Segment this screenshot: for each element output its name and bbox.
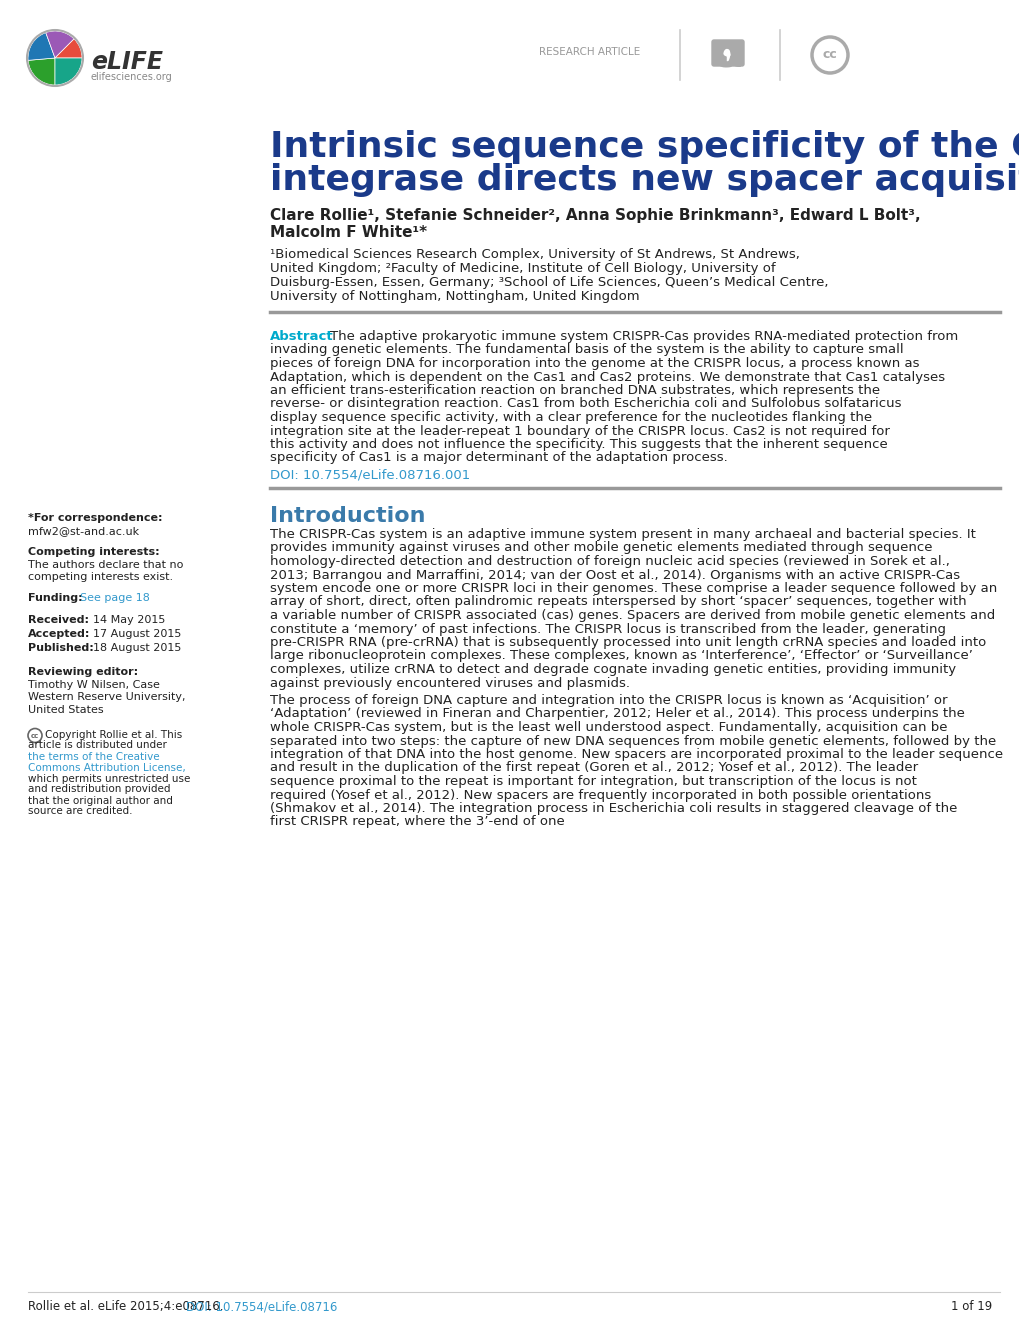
Text: invading genetic elements. The fundamental basis of the system is the ability to: invading genetic elements. The fundament… [270,343,903,356]
Circle shape [722,46,733,55]
Text: eLIFE: eLIFE [91,50,163,74]
Text: elifesciences.org: elifesciences.org [91,73,172,82]
Text: United Kingdom; ²Faculty of Medicine, Institute of Cell Biology, University of: United Kingdom; ²Faculty of Medicine, In… [270,261,774,275]
Text: competing interests exist.: competing interests exist. [28,573,173,582]
Text: article is distributed under: article is distributed under [28,741,167,751]
Text: Western Reserve University,: Western Reserve University, [28,693,185,702]
Text: Malcolm F White¹*: Malcolm F White¹* [270,224,427,240]
Text: Copyright Rollie et al. This: Copyright Rollie et al. This [45,730,182,739]
Text: Timothy W Nilsen, Case: Timothy W Nilsen, Case [28,680,160,690]
Text: RESEARCH ARTICLE: RESEARCH ARTICLE [539,48,640,57]
Text: first CRISPR repeat, where the 3’-end of one: first CRISPR repeat, where the 3’-end of… [270,816,565,829]
Text: United States: United States [28,705,104,715]
Text: DOI: 10.7554/eLife.08716.001: DOI: 10.7554/eLife.08716.001 [270,469,470,480]
Text: cc: cc [821,49,837,62]
Wedge shape [55,38,82,58]
Text: Duisburg-Essen, Essen, Germany; ³School of Life Sciences, Queen’s Medical Centre: Duisburg-Essen, Essen, Germany; ³School … [270,276,827,289]
Text: University of Nottingham, Nottingham, United Kingdom: University of Nottingham, Nottingham, Un… [270,290,639,304]
Text: required (Yosef et al., 2012). New spacers are frequently incorporated in both p: required (Yosef et al., 2012). New space… [270,788,930,801]
Text: The authors declare that no: The authors declare that no [28,560,183,570]
Text: an efficient trans-esterification reaction on branched DNA substrates, which rep: an efficient trans-esterification reacti… [270,384,879,397]
FancyBboxPatch shape [711,40,743,66]
Text: Published:: Published: [28,643,94,653]
Text: Intrinsic sequence specificity of the Cas1: Intrinsic sequence specificity of the Ca… [270,129,1019,164]
Text: Commons Attribution License,: Commons Attribution License, [28,763,185,772]
Text: sequence proximal to the repeat is important for integration, but transcription : sequence proximal to the repeat is impor… [270,775,916,788]
Text: reverse- or disintegration reaction. Cas1 from both Escherichia coli and Sulfolo: reverse- or disintegration reaction. Cas… [270,397,901,411]
Text: the terms of the Creative: the terms of the Creative [28,751,159,762]
Text: integrase directs new spacer acquisition: integrase directs new spacer acquisition [270,162,1019,197]
Text: 1 of 19: 1 of 19 [950,1300,991,1313]
Text: whole CRISPR-Cas system, but is the least well understood aspect. Fundamentally,: whole CRISPR-Cas system, but is the leas… [270,721,947,734]
Text: Clare Rollie¹, Stefanie Schneider², Anna Sophie Brinkmann³, Edward L Bolt³,: Clare Rollie¹, Stefanie Schneider², Anna… [270,209,920,223]
Text: The adaptive prokaryotic immune system CRISPR-Cas provides RNA-mediated protecti: The adaptive prokaryotic immune system C… [330,330,957,343]
Text: ‘Adaptation’ (reviewed in Fineran and Charpentier, 2012; Heler et al., 2014). Th: ‘Adaptation’ (reviewed in Fineran and Ch… [270,708,964,721]
Text: system encode one or more CRISPR loci in their genomes. These comprise a leader : system encode one or more CRISPR loci in… [270,582,997,595]
Text: Rollie et al. eLife 2015;4:e08716.: Rollie et al. eLife 2015;4:e08716. [28,1300,223,1313]
Text: provides immunity against viruses and other mobile genetic elements mediated thr: provides immunity against viruses and ot… [270,541,931,554]
Text: pieces of foreign DNA for incorporation into the genome at the CRISPR locus, a p: pieces of foreign DNA for incorporation … [270,356,918,370]
Text: separated into two steps: the capture of new DNA sequences from mobile genetic e: separated into two steps: the capture of… [270,734,996,747]
Text: The CRISPR-Cas system is an adaptive immune system present in many archaeal and : The CRISPR-Cas system is an adaptive imm… [270,528,975,541]
Text: this activity and does not influence the specificity. This suggests that the inh: this activity and does not influence the… [270,438,887,451]
Text: which permits unrestricted use: which permits unrestricted use [28,774,191,784]
Text: specificity of Cas1 is a major determinant of the adaptation process.: specificity of Cas1 is a major determina… [270,451,727,465]
Wedge shape [55,58,82,84]
Text: integration of that DNA into the host genome. New spacers are incorporated proxi: integration of that DNA into the host ge… [270,748,1002,762]
Text: large ribonucleoprotein complexes. These complexes, known as ‘Interference’, ‘Ef: large ribonucleoprotein complexes. These… [270,649,972,663]
Text: α: α [713,34,742,77]
Text: The process of foreign DNA capture and integration into the CRISPR locus is know: The process of foreign DNA capture and i… [270,694,947,708]
Text: 14 May 2015: 14 May 2015 [93,615,165,624]
Text: 17 August 2015: 17 August 2015 [93,630,181,639]
Text: integration site at the leader-repeat 1 boundary of the CRISPR locus. Cas2 is no: integration site at the leader-repeat 1 … [270,425,889,437]
Text: a variable number of CRISPR associated (cas) genes. Spacers are derived from mob: a variable number of CRISPR associated (… [270,609,995,622]
Text: Received:: Received: [28,615,89,624]
Text: Competing interests:: Competing interests: [28,546,159,557]
Text: mfw2@st-and.ac.uk: mfw2@st-and.ac.uk [28,525,139,536]
Wedge shape [46,30,74,58]
Text: ¹Biomedical Sciences Research Complex, University of St Andrews, St Andrews,: ¹Biomedical Sciences Research Complex, U… [270,248,799,261]
Text: source are credited.: source are credited. [28,807,132,817]
Text: against previously encountered viruses and plasmids.: against previously encountered viruses a… [270,676,630,689]
Text: *For correspondence:: *For correspondence: [28,513,162,523]
Text: that the original author and: that the original author and [28,796,172,805]
Text: complexes, utilize crRNA to detect and degrade cognate invading genetic entities: complexes, utilize crRNA to detect and d… [270,663,955,676]
Text: (Shmakov et al., 2014). The integration process in Escherichia coli results in s: (Shmakov et al., 2014). The integration … [270,803,957,814]
Text: Funding:: Funding: [28,593,83,603]
Text: 18 August 2015: 18 August 2015 [93,643,181,653]
Text: display sequence specific activity, with a clear preference for the nucleotides : display sequence specific activity, with… [270,411,871,424]
Text: See page 18: See page 18 [79,593,150,603]
Text: cc: cc [31,733,39,738]
Text: Introduction: Introduction [270,506,425,525]
Text: homology-directed detection and destruction of foreign nucleic acid species (rev: homology-directed detection and destruct… [270,554,949,568]
Text: Adaptation, which is dependent on the Cas1 and Cas2 proteins. We demonstrate tha: Adaptation, which is dependent on the Ca… [270,371,945,384]
Text: and redistribution provided: and redistribution provided [28,784,170,795]
Text: constitute a ‘memory’ of past infections. The CRISPR locus is transcribed from t: constitute a ‘memory’ of past infections… [270,623,945,635]
Text: array of short, direct, often palindromic repeats interspersed by short ‘spacer’: array of short, direct, often palindromi… [270,595,966,609]
Wedge shape [29,58,55,84]
Text: 2013; Barrangou and Marraffini, 2014; van der Oost et al., 2014). Organisms with: 2013; Barrangou and Marraffini, 2014; va… [270,569,959,582]
Wedge shape [28,33,55,61]
Text: Accepted:: Accepted: [28,630,91,639]
Text: Abstract: Abstract [270,330,333,343]
Text: DOI: 10.7554/eLife.08716: DOI: 10.7554/eLife.08716 [185,1300,337,1313]
Text: and result in the duplication of the first repeat (Goren et al., 2012; Yosef et : and result in the duplication of the fir… [270,762,917,775]
Text: Reviewing editor:: Reviewing editor: [28,667,138,677]
Text: pre-CRISPR RNA (pre-crRNA) that is subsequently processed into unit length crRNA: pre-CRISPR RNA (pre-crRNA) that is subse… [270,636,985,649]
